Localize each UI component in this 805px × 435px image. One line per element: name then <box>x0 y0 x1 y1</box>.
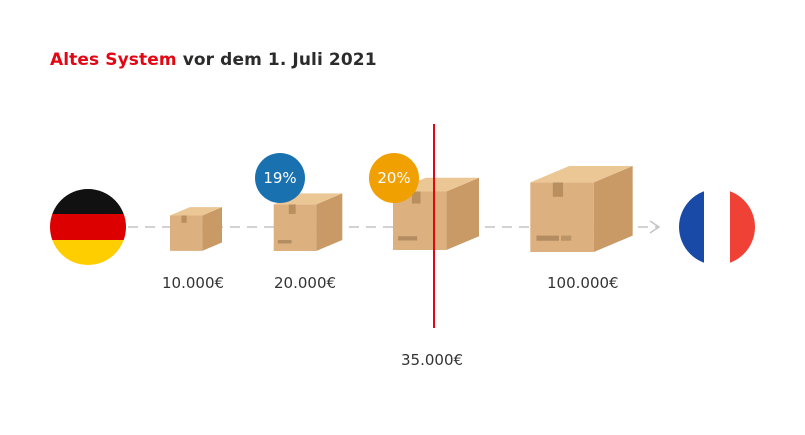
threshold-label-10000: 10.000€ <box>162 274 225 292</box>
germany-flag-icon <box>50 189 126 265</box>
france-flag-icon <box>679 189 755 265</box>
package-icon-medium <box>273 193 343 251</box>
page-title: Altes System vor dem 1. Juli 2021 <box>50 50 377 70</box>
vat-badge-19: 19% <box>255 153 305 203</box>
vat-badge-20: 20% <box>369 153 419 203</box>
threshold-label-100000: 100.000€ <box>547 274 619 292</box>
package-icon-large <box>393 177 479 250</box>
threshold-label-35000: 35.000€ <box>401 351 464 369</box>
package-icon-xlarge <box>530 166 633 252</box>
threshold-line <box>433 124 435 328</box>
title-accent: Altes System <box>50 50 177 70</box>
threshold-label-20000: 20.000€ <box>274 274 337 292</box>
title-rest: vor dem 1. Juli 2021 <box>176 50 377 70</box>
package-icon-small <box>170 207 222 251</box>
